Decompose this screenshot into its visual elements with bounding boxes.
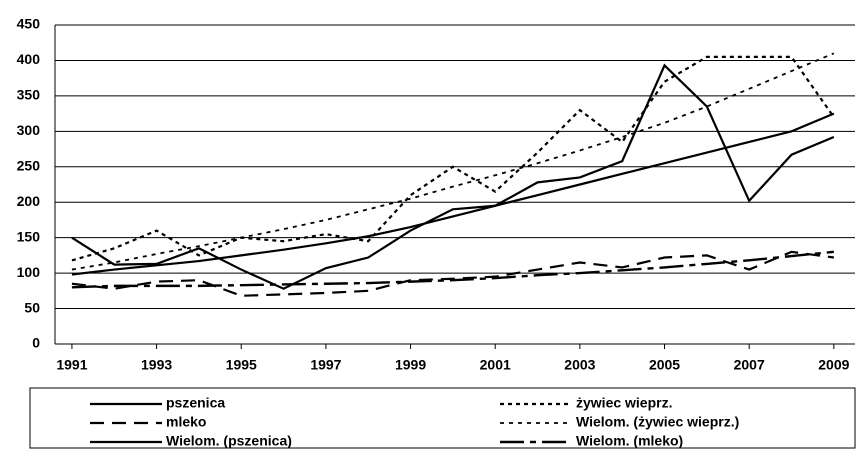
data-line (71, 250, 834, 289)
y-tick-label: 200 (17, 193, 41, 209)
y-tick-label: 100 (17, 264, 41, 280)
y-tick-label: 0 (32, 335, 40, 351)
x-tick-label: 2009 (818, 357, 849, 373)
y-tick-label: 350 (17, 87, 41, 103)
legend-label: Wielom. (mleko) (576, 433, 683, 449)
x-tick-label: 1999 (395, 357, 426, 373)
x-tick-label: 2007 (734, 357, 765, 373)
y-tick-label: 250 (17, 157, 41, 173)
legend-box (29, 387, 856, 449)
x-tick-label: 1991 (56, 357, 87, 373)
legend-label: Wielom. (żywiec wieprz.) (576, 414, 739, 430)
x-tick-label: 1997 (310, 357, 341, 373)
y-tick-label: 400 (17, 51, 41, 67)
data-line (71, 55, 835, 262)
x-tick-label: 2001 (480, 357, 511, 373)
x-tick-label: 1993 (141, 357, 172, 373)
data-line (71, 52, 835, 271)
y-tick-label: 150 (17, 228, 41, 244)
legend-label: pszenica (166, 395, 225, 411)
data-line (71, 63, 835, 290)
y-tick-label: 450 (17, 16, 41, 32)
legend-label: mleko (166, 414, 206, 430)
y-tick-label: 50 (24, 299, 40, 315)
legend-label: Wielom. (pszenica) (166, 433, 292, 449)
x-tick-label: 2003 (564, 357, 595, 373)
x-tick-label: 1995 (226, 357, 257, 373)
legend-label: żywiec wieprz. (576, 395, 672, 411)
data-line (71, 112, 835, 276)
data-line (71, 250, 834, 297)
x-tick-label: 2005 (649, 357, 680, 373)
y-tick-label: 300 (17, 122, 41, 138)
